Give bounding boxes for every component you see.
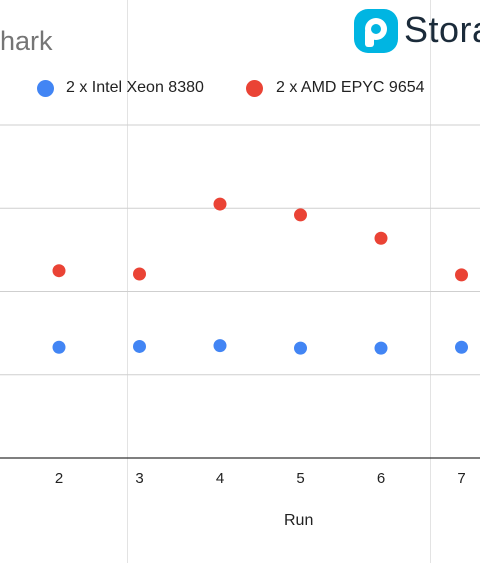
intel-data-point	[374, 341, 388, 355]
x-tick-label: 7	[457, 470, 465, 487]
x-tick-label: 5	[296, 470, 304, 487]
logo-icon	[354, 9, 398, 53]
amd-data-point	[52, 264, 66, 278]
intel-data-point	[455, 340, 468, 354]
intel-data-point	[213, 339, 227, 353]
amd-data-point	[213, 197, 227, 211]
x-tick-label: 2	[55, 470, 63, 487]
legend-amd-label: 2 x AMD EPYC 9654	[276, 79, 425, 96]
amd-data-point	[374, 231, 388, 245]
background-divider	[430, 0, 431, 563]
amd-data-point	[133, 267, 146, 281]
x-axis-title: Run	[284, 512, 314, 529]
legend-intel-marker	[37, 80, 54, 97]
amd-data-point	[294, 208, 307, 222]
legend-amd-marker	[246, 80, 263, 97]
intel-data-point	[133, 339, 146, 353]
intel-data-point	[294, 341, 307, 355]
logo-text: Stora	[404, 9, 480, 50]
amd-data-point	[455, 268, 468, 282]
x-tick-label: 6	[377, 470, 385, 487]
x-tick-label: 4	[216, 470, 224, 487]
background-divider	[127, 0, 128, 563]
intel-data-point	[52, 340, 66, 354]
legend-intel-label: 2 x Intel Xeon 8380	[66, 79, 204, 96]
x-tick-label: 3	[135, 470, 143, 487]
chart-title-fragment: hark	[0, 26, 53, 56]
